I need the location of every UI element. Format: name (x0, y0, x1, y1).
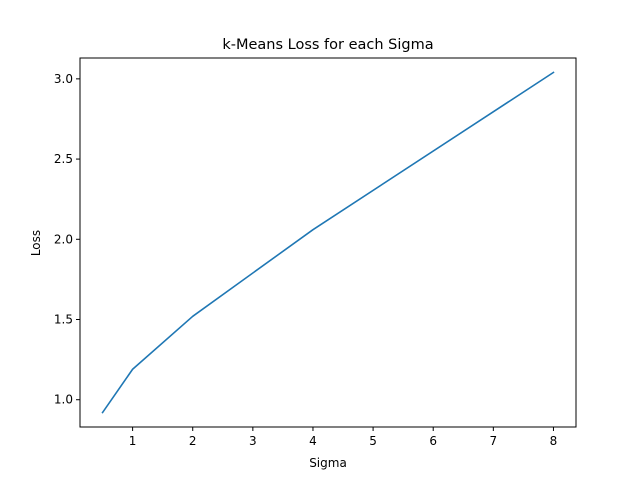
y-tick-label: 3.0 (54, 72, 73, 86)
y-tick-label: 1.0 (54, 393, 73, 407)
x-tick-label: 8 (550, 434, 558, 448)
x-tick-label: 6 (429, 434, 437, 448)
x-tick-label: 2 (189, 434, 197, 448)
y-axis-ticks: 1.0 1.5 2.0 2.5 3.0 (54, 72, 80, 407)
x-tick-label: 4 (309, 434, 317, 448)
x-axis-ticks: 1 2 3 4 5 6 7 8 (129, 427, 557, 448)
series-layer (101, 71, 555, 414)
plot-area (79, 57, 577, 428)
x-tick-label: 3 (249, 434, 257, 448)
x-tick-label: 7 (490, 434, 498, 448)
x-axis-label: Sigma (309, 456, 347, 470)
series-line (101, 71, 555, 414)
y-axis-label: Loss (29, 230, 43, 256)
axes-frame (79, 57, 577, 428)
chart-title: k-Means Loss for each Sigma (222, 37, 433, 53)
y-tick-label: 2.0 (54, 232, 73, 246)
y-tick-label: 1.5 (54, 313, 73, 327)
x-tick-label: 5 (369, 434, 377, 448)
x-tick-label: 1 (129, 434, 137, 448)
y-tick-label: 2.5 (54, 152, 73, 166)
